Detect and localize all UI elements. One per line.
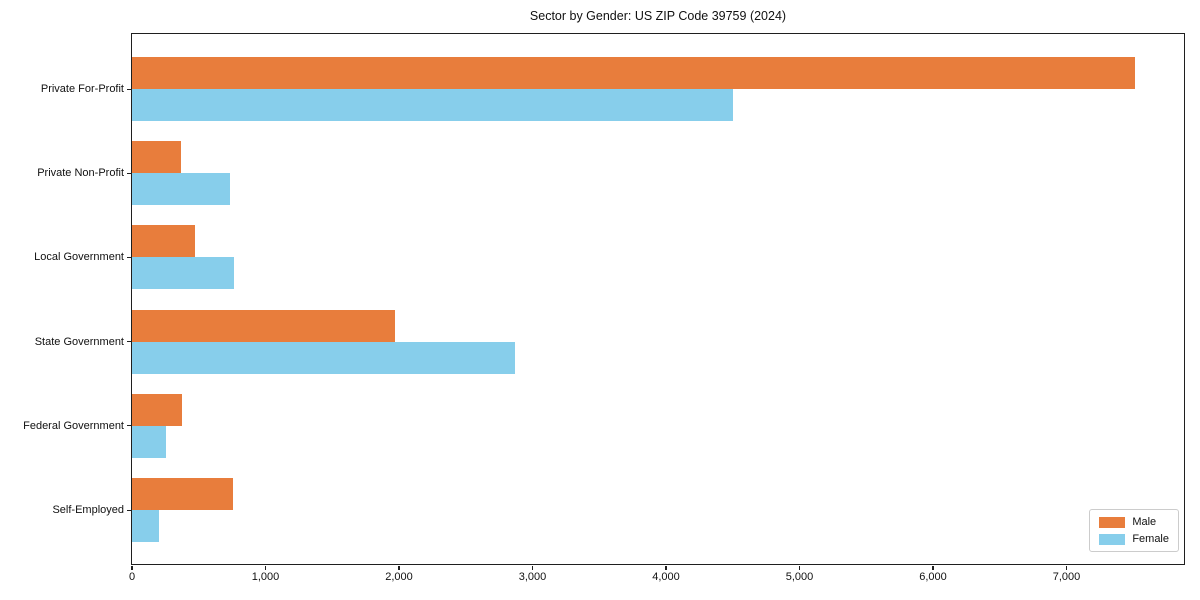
x-tick bbox=[665, 566, 667, 570]
y-tick bbox=[127, 341, 131, 343]
bar-female-federal-government bbox=[132, 425, 166, 458]
bar-male-local-government bbox=[132, 225, 195, 258]
bar-male-self-employed bbox=[132, 478, 233, 510]
legend: Male Female bbox=[1089, 509, 1179, 552]
x-tick bbox=[798, 566, 801, 570]
bar-female-private-for-profit bbox=[132, 89, 733, 121]
legend-label-female: Female bbox=[1132, 533, 1169, 545]
bar-female-private-non-profit bbox=[132, 173, 230, 206]
bar-male-state-government bbox=[132, 309, 395, 342]
x-tick-label: 5,000 bbox=[785, 571, 814, 583]
x-tick bbox=[1065, 566, 1068, 570]
legend-item-male: Male bbox=[1099, 516, 1169, 528]
bar-male-private-for-profit bbox=[132, 57, 1135, 89]
y-tick-label: Local Government bbox=[34, 251, 124, 264]
legend-item-female: Female bbox=[1099, 533, 1169, 545]
x-tick-label: 4,000 bbox=[652, 571, 680, 583]
x-tick-label: 3,000 bbox=[518, 571, 547, 583]
y-tick-label: Self-Employed bbox=[52, 504, 124, 516]
bar-male-private-non-profit bbox=[132, 141, 182, 174]
bar-female-state-government bbox=[132, 341, 516, 374]
chart-title: Sector by Gender: US ZIP Code 39759 (202… bbox=[529, 9, 787, 23]
x-tick-label: 6,000 bbox=[919, 571, 947, 583]
plot-area: Private For-Profit Private Non-Profit Loca… bbox=[23, 33, 1185, 583]
x-tick-label: 2,000 bbox=[385, 571, 413, 583]
x-tick bbox=[398, 566, 400, 570]
y-tick bbox=[127, 509, 131, 511]
y-tick bbox=[127, 256, 131, 259]
legend-swatch-female-icon bbox=[1099, 533, 1126, 545]
x-tick bbox=[131, 566, 133, 570]
x-tick-label: 7,000 bbox=[1052, 571, 1081, 583]
y-tick-label: State Government bbox=[34, 335, 124, 348]
legend-label-male: Male bbox=[1132, 516, 1157, 528]
y-tick bbox=[127, 172, 131, 174]
x-tick-label: 0 bbox=[128, 571, 136, 583]
y-tick bbox=[127, 425, 131, 427]
legend-swatch-male-icon bbox=[1099, 516, 1126, 528]
y-tick bbox=[127, 88, 131, 90]
y-tick-label: Private For-Profit bbox=[40, 83, 124, 95]
bar-female-local-government bbox=[132, 257, 234, 290]
x-tick bbox=[932, 566, 934, 570]
bar-male-federal-government bbox=[132, 393, 183, 426]
bar-female-self-employed bbox=[132, 510, 159, 542]
x-tick bbox=[531, 566, 534, 570]
y-tick-label: Private Non-Profit bbox=[37, 167, 124, 180]
x-tick-label: 1,000 bbox=[251, 571, 280, 583]
x-tick bbox=[264, 566, 267, 570]
y-tick-label: Federal Government bbox=[23, 419, 124, 432]
